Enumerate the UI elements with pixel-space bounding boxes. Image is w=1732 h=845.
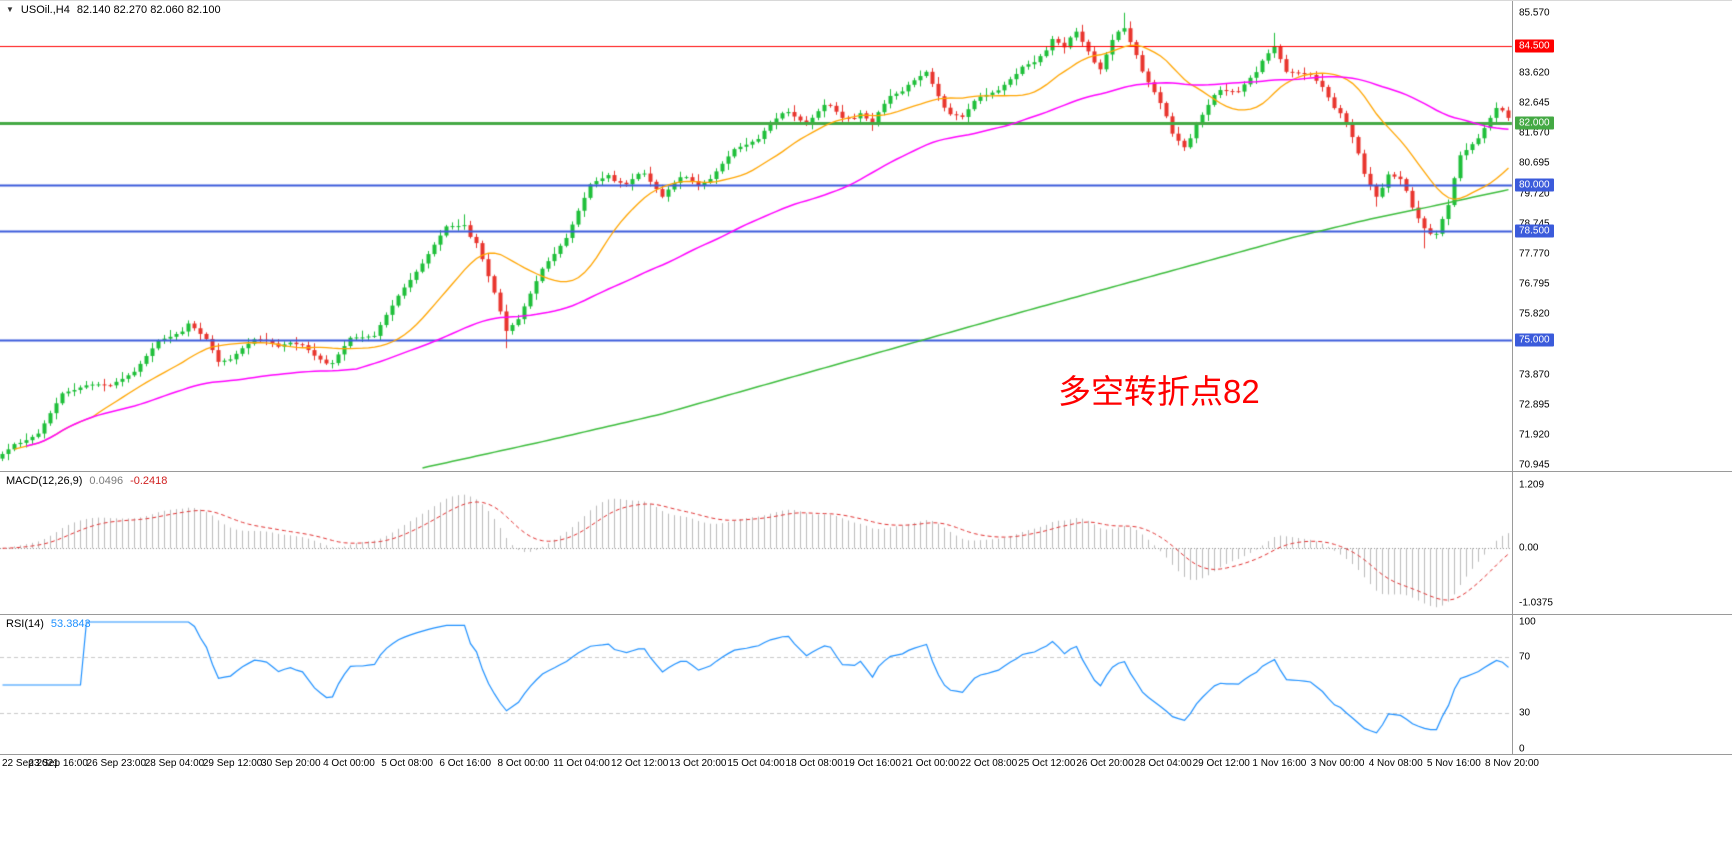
rsi-tick-label: 30 (1519, 707, 1531, 719)
price-tick-label: 82.645 (1519, 97, 1550, 109)
time-label: 15 Oct 04:00 (727, 758, 785, 769)
time-label: 28 Oct 04:00 (1134, 758, 1192, 769)
macd-panel: MACD(12,26,9) 0.0496 -0.2418 1.209 0.00 -1… (0, 471, 1732, 614)
price-tick-label: 81.670 (1519, 127, 1550, 139)
time-label: 5 Oct 08:00 (381, 758, 433, 769)
price-level-badge: 82.000 (1515, 116, 1554, 130)
time-label: 5 Nov 16:00 (1426, 758, 1481, 769)
time-axis[interactable]: 22 Sep 2021 23 Sep 16:00 26 Sep 23:00 28 Se… (0, 754, 1732, 775)
rsi-value: 53.3843 (50, 618, 91, 630)
main-chart-panel: ▼ USOil.,H4 82.140 82.270 82.060 82.100 … (0, 1, 1732, 471)
time-label: 26 Oct 20:00 (1076, 758, 1134, 769)
price-tick-label: 78.745 (1519, 218, 1550, 230)
macd-indicator-label: MACD(12,26,9) (6, 475, 83, 487)
price-level-badge: 84.500 (1515, 39, 1554, 53)
ohlc-values: 82.140 82.270 82.060 82.100 (76, 4, 221, 16)
rsi-tick-label: 100 (1519, 616, 1536, 628)
price-tick-label: 85.570 (1519, 7, 1550, 19)
time-label: 22 Sep 2021 (2, 758, 59, 769)
price-tick-label: 73.870 (1519, 369, 1550, 381)
time-label: 28 Sep 04:00 (144, 758, 205, 769)
time-label: 11 Oct 04:00 (553, 758, 610, 769)
chart-annotation-text: 多空转折点82 (1058, 373, 1260, 410)
rsi-indicator-label: RSI(14) (6, 618, 44, 630)
time-label: 22 Oct 08:00 (959, 758, 1018, 769)
time-label: 8 Nov 20:00 (1485, 758, 1539, 769)
rsi-header: RSI(14) 53.3843 (6, 618, 91, 630)
macd-header: MACD(12,26,9) 0.0496 -0.2418 (6, 475, 167, 487)
chart-header: ▼ USOil.,H4 82.140 82.270 82.060 82.100 (6, 4, 221, 16)
price-tick-label: 72.895 (1519, 399, 1550, 411)
time-label: 26 Sep 23:00 (86, 758, 147, 769)
price-tick-label: 77.770 (1519, 248, 1550, 260)
main-chart-canvas[interactable] (0, 1, 1513, 471)
macd-main-value: 0.0496 (89, 475, 124, 487)
price-tick-label: 76.795 (1519, 278, 1550, 290)
rsi-tick-label: 0 (1519, 743, 1525, 755)
time-label: 12 Oct 12:00 (611, 758, 669, 769)
price-tick-label: 83.620 (1519, 67, 1550, 79)
macd-tick-label: 0.00 (1519, 542, 1539, 554)
price-level-badge: 78.500 (1515, 224, 1554, 238)
rsi-tick-label: 70 (1519, 651, 1531, 663)
time-label: 25 Oct 12:00 (1018, 758, 1076, 769)
time-label: 4 Oct 00:00 (323, 758, 375, 769)
price-tick-label: 80.695 (1519, 157, 1550, 169)
time-label: 29 Sep 12:00 (202, 758, 263, 769)
macd-tick-label: 1.209 (1519, 479, 1545, 491)
time-label: 1 Nov 16:00 (1252, 758, 1307, 769)
price-level-badge: 75.000 (1515, 333, 1554, 347)
price-level-badge: 80.000 (1515, 178, 1554, 192)
time-label: 21 Oct 00:00 (901, 758, 960, 769)
symbol-timeframe: USOil.,H4 (20, 4, 70, 16)
time-label: 18 Oct 08:00 (785, 758, 843, 769)
price-tick-label: 75.820 (1519, 308, 1550, 320)
macd-tick-label: -1.0375 (1519, 597, 1553, 609)
price-tick-label: 71.920 (1519, 429, 1550, 441)
time-label: 3 Nov 00:00 (1310, 758, 1365, 769)
time-label: 8 Oct 00:00 (497, 758, 550, 769)
macd-signal-value: -0.2418 (130, 475, 168, 487)
time-label: 29 Oct 12:00 (1192, 758, 1250, 769)
time-label: 13 Oct 20:00 (669, 758, 727, 769)
rsi-panel: RSI(14) 53.3843 100 70 30 0 (0, 614, 1732, 755)
time-label: 6 Oct 16:00 (439, 758, 492, 769)
macd-axis[interactable]: 1.209 0.00 -1.0375 (1513, 472, 1732, 614)
rsi-canvas[interactable] (0, 615, 1513, 755)
macd-canvas[interactable] (0, 472, 1513, 614)
time-label: 4 Nov 08:00 (1368, 758, 1423, 769)
price-tick-label: 79.720 (1519, 188, 1550, 200)
price-tick-label: 70.945 (1519, 459, 1550, 471)
time-label: 23 Sep 16:00 (28, 758, 88, 769)
price-axis[interactable]: 85.570 83.620 82.645 81.670 80.695 79.720 78.7… (1513, 1, 1732, 471)
plot-axis-separator (1512, 1, 1513, 754)
time-label: 30 Sep 20:00 (261, 758, 321, 769)
time-label: 19 Oct 16:00 (843, 758, 901, 769)
chart-dropdown-icon[interactable]: ▼ (6, 5, 14, 14)
rsi-axis[interactable]: 100 70 30 0 (1513, 615, 1732, 755)
